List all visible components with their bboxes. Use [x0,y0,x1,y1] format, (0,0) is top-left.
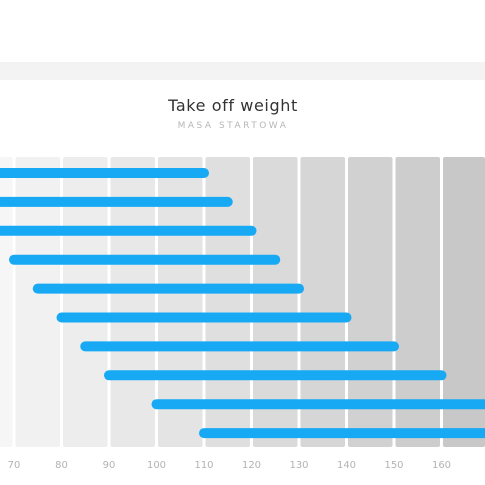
chart-title: Take off weight [168,96,298,115]
x-tick-label: 100 [147,460,166,471]
x-tick-label: 150 [384,460,403,471]
x-tick-label: 90 [103,460,116,471]
x-tick-label: 160 [432,460,451,471]
chart-header: Take off weight MASA STARTOWA [0,96,466,131]
x-tick-label: 80 [55,460,68,471]
top-band [0,62,485,80]
x-tick-label: 120 [242,460,261,471]
x-tick-label: 70 [8,460,21,471]
x-tick-label: 130 [289,460,308,471]
x-tick-label: 110 [194,460,213,471]
x-tick-label: 140 [337,460,356,471]
chart-subtitle: MASA STARTOWA [177,121,289,131]
grid-column [443,157,485,447]
